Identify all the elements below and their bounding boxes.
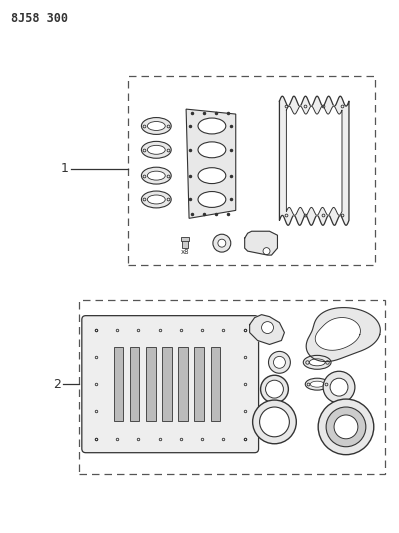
- Polygon shape: [245, 231, 277, 255]
- Bar: [146, 348, 156, 421]
- Text: 2: 2: [53, 378, 61, 391]
- Circle shape: [266, 380, 283, 398]
- Ellipse shape: [309, 359, 325, 366]
- Circle shape: [213, 234, 231, 252]
- Bar: [194, 348, 204, 421]
- Polygon shape: [250, 314, 284, 344]
- Circle shape: [262, 321, 273, 334]
- Ellipse shape: [141, 141, 171, 158]
- Ellipse shape: [147, 195, 165, 204]
- Ellipse shape: [310, 381, 324, 387]
- Bar: [178, 348, 188, 421]
- Circle shape: [326, 407, 366, 447]
- Circle shape: [218, 239, 226, 247]
- Ellipse shape: [147, 171, 165, 180]
- Circle shape: [260, 407, 289, 437]
- Circle shape: [269, 351, 290, 373]
- Circle shape: [261, 375, 288, 403]
- Text: x8: x8: [181, 249, 190, 255]
- Circle shape: [263, 248, 270, 255]
- Circle shape: [334, 415, 358, 439]
- Ellipse shape: [147, 146, 165, 154]
- Bar: [162, 348, 172, 421]
- Bar: [79, 300, 385, 473]
- Bar: [182, 239, 188, 248]
- Bar: [181, 237, 189, 241]
- Circle shape: [318, 399, 374, 455]
- Circle shape: [253, 400, 296, 444]
- Ellipse shape: [198, 142, 226, 158]
- Bar: [211, 348, 220, 421]
- Ellipse shape: [198, 168, 226, 183]
- Bar: [128, 76, 375, 265]
- Ellipse shape: [198, 118, 226, 134]
- Circle shape: [330, 378, 348, 396]
- Bar: [130, 348, 140, 421]
- Polygon shape: [315, 318, 360, 350]
- Circle shape: [323, 372, 355, 403]
- Ellipse shape: [305, 378, 329, 390]
- Text: 8J58 300: 8J58 300: [11, 12, 68, 25]
- Text: 1: 1: [61, 162, 69, 175]
- Ellipse shape: [141, 167, 171, 184]
- FancyBboxPatch shape: [82, 316, 259, 453]
- Polygon shape: [286, 106, 342, 215]
- Ellipse shape: [141, 118, 171, 134]
- Ellipse shape: [303, 356, 331, 369]
- Polygon shape: [186, 109, 236, 219]
- Bar: [114, 348, 123, 421]
- Circle shape: [273, 357, 285, 368]
- Ellipse shape: [141, 191, 171, 208]
- Polygon shape: [306, 308, 380, 361]
- Ellipse shape: [147, 122, 165, 131]
- Polygon shape: [279, 96, 349, 225]
- Ellipse shape: [198, 191, 226, 207]
